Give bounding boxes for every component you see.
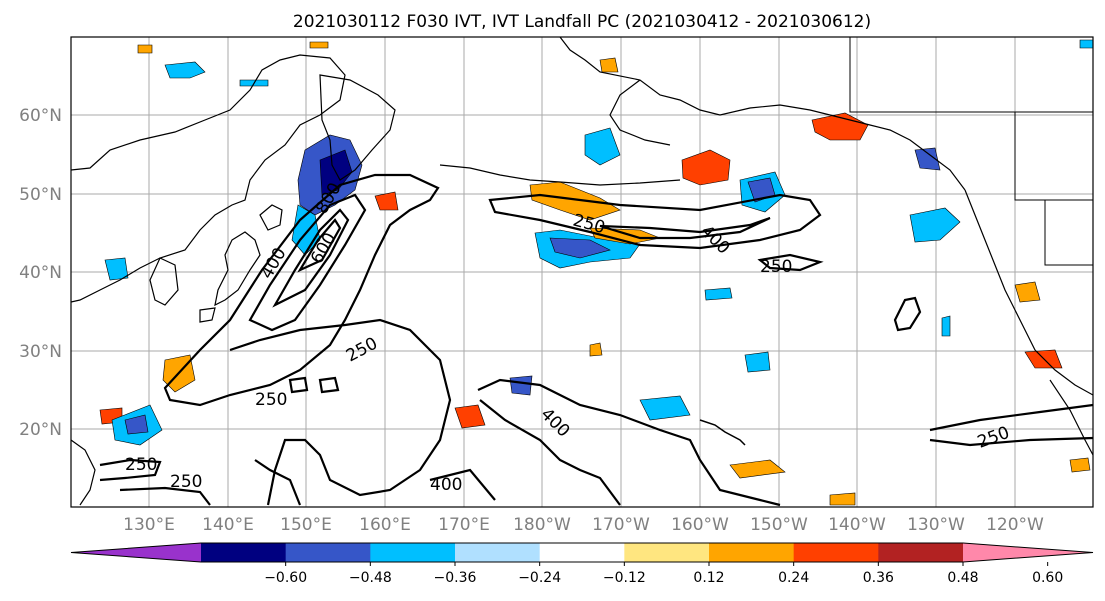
contour-label: 250	[760, 257, 792, 277]
lon-label: 170°E	[438, 515, 490, 535]
lon-label: 120°W	[986, 515, 1044, 535]
colorbar: −0.60 −0.48 −0.36 −0.24 −0.12 0.12 0.24 0.36 0.4…	[70, 542, 1094, 586]
colorbar-tick-label: −0.48	[349, 570, 392, 586]
ivt-contours	[99, 173, 1093, 507]
lon-label: 170°W	[592, 515, 650, 535]
colorbar-segment	[539, 543, 625, 562]
colorbar-tick-label: 0.24	[778, 570, 809, 586]
lon-label: 160°W	[671, 515, 729, 535]
longitude-labels: 130°E 140°E 150°E 160°E 170°E 180°W 170°…	[123, 515, 1044, 535]
lon-label: 160°E	[359, 515, 411, 535]
contour-label: 250	[255, 390, 287, 410]
lat-label: 20°N	[19, 420, 62, 440]
colorbar-tick-label: 0.36	[863, 570, 894, 586]
colorbar-segment	[370, 543, 456, 562]
lon-label: 140°E	[202, 515, 254, 535]
colorbar-tick-label: −0.24	[518, 570, 561, 586]
colorbar-segment	[624, 543, 710, 562]
colorbar-tick-label: 0.48	[947, 570, 978, 586]
colorbar-extend-low	[71, 543, 201, 562]
contour-label: 250	[125, 455, 157, 475]
colorbar-tick-label: −0.12	[603, 570, 646, 586]
map-title: 2021030112 F030 IVT, IVT Landfall PC (20…	[293, 12, 871, 32]
colorbar-tick-label: −0.60	[264, 570, 307, 586]
colorbar-tick-label: 0.12	[693, 570, 724, 586]
lon-label: 180°W	[513, 515, 571, 535]
colorbar-tick-label: −0.36	[434, 570, 477, 586]
coastlines	[71, 37, 1093, 506]
lon-label: 130°W	[907, 515, 965, 535]
latitude-labels: 60°N 50°N 40°N 30°N 20°N	[19, 106, 62, 440]
lat-label: 40°N	[19, 263, 62, 283]
colorbar-segment	[201, 543, 287, 562]
colorbar-segment	[793, 543, 879, 562]
lon-label: 130°E	[123, 515, 175, 535]
lon-label: 150°W	[750, 515, 808, 535]
colorbar-segment	[709, 543, 795, 562]
map-frame	[70, 36, 1094, 508]
lat-label: 50°N	[19, 185, 62, 205]
lat-label: 60°N	[19, 106, 62, 126]
colorbar-segment	[285, 543, 371, 562]
colorbar-tick-label: 0.60	[1032, 570, 1063, 586]
lon-label: 150°E	[280, 515, 332, 535]
colorbar-extend-high	[963, 543, 1093, 562]
contour-label: 250	[170, 472, 202, 492]
lon-label: 140°W	[828, 515, 886, 535]
lat-label: 30°N	[19, 342, 62, 362]
colorbar-outline	[70, 542, 1094, 563]
colorbar-segment	[455, 543, 541, 562]
colorbar-segment	[878, 543, 964, 562]
contour-label: 400	[430, 475, 462, 495]
